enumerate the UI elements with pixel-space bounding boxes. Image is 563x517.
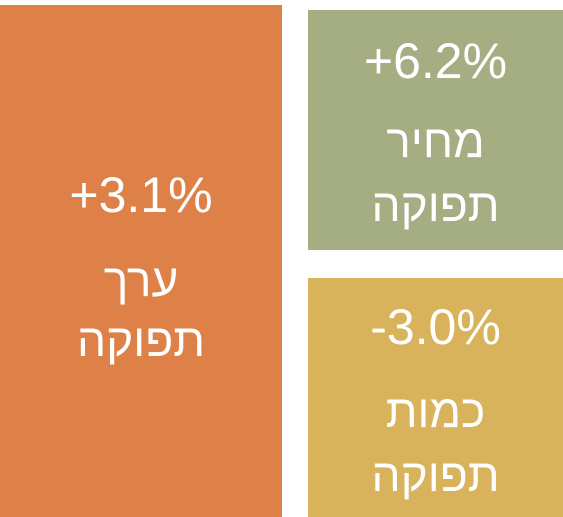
tile: +6.2% מחיר תפוקה [308, 10, 563, 250]
tile: -3.0% כמות תפוקה [308, 278, 563, 517]
tile-label: תפוקה [371, 449, 500, 501]
tile-value: +3.1% [69, 167, 213, 223]
tile-label: כמות [385, 385, 486, 437]
tile-value: -3.0% [370, 299, 501, 355]
tile: +3.1% ערך תפוקה [0, 5, 282, 517]
tile-label: מחיר [386, 115, 485, 167]
tile-label: תפוקה [371, 179, 500, 231]
tile-label: תפוקה [76, 314, 206, 366]
tile-value: +6.2% [363, 33, 508, 89]
tile-label: ערך [103, 254, 179, 306]
